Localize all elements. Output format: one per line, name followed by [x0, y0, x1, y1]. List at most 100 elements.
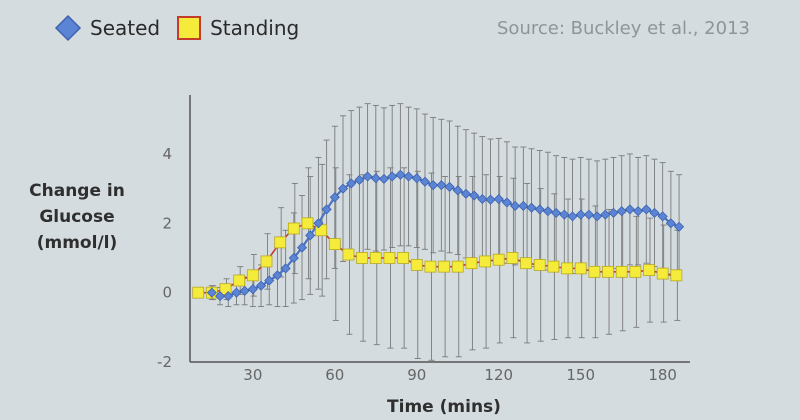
data-point-seated — [419, 176, 431, 187]
data-point-standing — [397, 252, 410, 264]
data-point-seated — [567, 211, 578, 222]
legend: Seated Standing — [54, 14, 315, 42]
data-point-standing — [479, 255, 491, 268]
data-point-standing — [656, 267, 669, 280]
x-tick-label: 90 — [407, 366, 426, 384]
y-axis-label: Change in Glucose (mmol/l) — [29, 181, 125, 253]
x-tick-label: 60 — [325, 366, 344, 384]
data-point-standing — [356, 252, 369, 264]
data-point-seated — [526, 202, 537, 213]
data-point-standing — [574, 262, 587, 275]
data-point-standing — [629, 265, 642, 278]
data-point-standing — [246, 269, 259, 282]
data-point-seated — [231, 287, 242, 298]
data-point-standing — [561, 262, 573, 275]
data-point-standing — [301, 217, 314, 230]
x-axis-label: Time (mins) — [387, 397, 501, 417]
yellow-square-marker-icon — [177, 16, 202, 40]
data-point-seated — [592, 211, 603, 222]
data-point-seated — [542, 206, 553, 217]
data-point-seated — [296, 242, 308, 253]
data-point-seated — [214, 291, 226, 302]
data-point-standing — [424, 260, 437, 273]
data-point-seated — [411, 173, 422, 184]
data-point-standing — [588, 265, 601, 278]
data-point-seated — [206, 287, 217, 298]
data-point-standing — [643, 264, 655, 277]
data-point-standing — [547, 260, 560, 273]
data-point-seated — [501, 197, 513, 208]
data-point-seated — [247, 284, 258, 295]
data-point-standing — [451, 260, 464, 273]
data-point-seated — [321, 204, 332, 215]
data-point-seated — [428, 180, 439, 191]
data-point-standing — [602, 265, 614, 278]
data-point-seated — [444, 181, 455, 192]
data-point-standing — [520, 257, 532, 270]
data-point-standing — [506, 252, 519, 264]
data-point-seated — [575, 209, 586, 220]
data-point-standing — [410, 259, 423, 271]
data-point-seated — [346, 178, 357, 189]
data-point-seated — [362, 171, 373, 182]
x-tick-label: 30 — [243, 366, 262, 384]
data-point-standing — [328, 238, 341, 251]
data-point-seated — [608, 207, 619, 218]
data-point-seated — [395, 169, 406, 180]
data-point-seated — [624, 204, 635, 215]
data-point-seated — [387, 171, 398, 182]
data-point-seated — [288, 252, 299, 264]
data-point-standing — [383, 252, 396, 264]
data-point-seated — [403, 171, 414, 182]
data-point-standing — [492, 253, 505, 266]
data-point-seated — [223, 291, 234, 302]
data-point-seated — [583, 209, 594, 220]
x-tick-label: 120 — [484, 366, 513, 384]
data-point-seated — [469, 190, 480, 201]
data-point-standing — [438, 260, 450, 273]
data-point-seated — [665, 218, 676, 229]
data-point-seated — [641, 204, 652, 215]
data-point-standing — [670, 269, 683, 282]
data-point-seated — [255, 280, 267, 291]
data-point-seated — [616, 206, 627, 217]
data-point-seated — [657, 211, 668, 222]
data-point-standing — [342, 248, 355, 261]
data-point-seated — [272, 270, 283, 281]
data-point-seated — [329, 192, 340, 203]
data-point-seated — [436, 180, 447, 191]
data-point-seated — [378, 173, 390, 184]
legend-item-seated: Seated — [54, 14, 160, 42]
data-point-seated — [370, 173, 381, 184]
data-point-seated — [559, 209, 570, 220]
data-point-seated — [633, 206, 644, 217]
data-point-seated — [305, 230, 316, 241]
y-tick-label: -2 — [157, 353, 172, 371]
data-point-seated — [239, 285, 250, 296]
y-tick-label: 0 — [162, 284, 172, 302]
legend-label-standing: Standing — [210, 16, 300, 40]
data-point-standing — [287, 222, 300, 235]
data-point-seated — [313, 218, 324, 229]
data-point-standing — [260, 255, 273, 268]
data-point-seated — [518, 200, 529, 212]
data-point-seated — [264, 275, 275, 286]
legend-label-seated: Seated — [90, 16, 161, 40]
data-point-seated — [477, 193, 488, 205]
blue-diamond-marker-icon — [54, 14, 82, 42]
legend-item-standing: Standing — [176, 15, 299, 41]
y-tick-label: 4 — [162, 145, 172, 163]
y-tick-label: 2 — [162, 214, 172, 232]
data-point-standing — [533, 259, 546, 271]
data-point-seated — [280, 263, 291, 274]
data-point-seated — [534, 204, 545, 215]
data-point-standing — [465, 257, 478, 270]
data-point-seated — [649, 207, 660, 218]
source-citation: Source: Buckley et al., 2013 — [497, 18, 750, 39]
data-point-standing — [233, 274, 246, 287]
data-point-seated — [600, 209, 611, 220]
data-point-seated — [551, 207, 562, 218]
data-point-seated — [485, 194, 496, 205]
data-point-standing — [615, 265, 628, 278]
